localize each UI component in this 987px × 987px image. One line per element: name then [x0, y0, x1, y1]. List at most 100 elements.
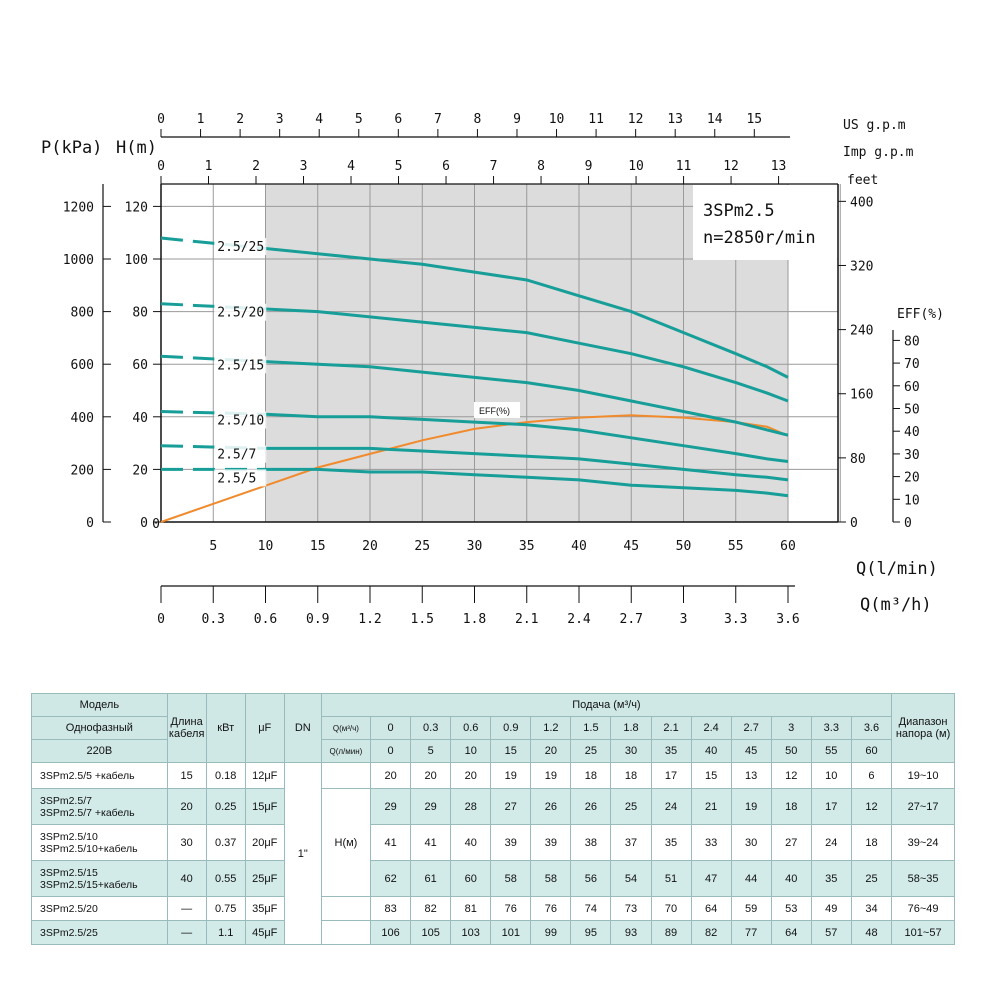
h-tick-label: 60: [132, 358, 148, 373]
lmin-tick-label: 10: [258, 539, 274, 554]
performance-table: Модель Длина кабеля кВт μF DN Подача (м³…: [31, 693, 955, 945]
head-value-cell: 81: [450, 896, 492, 921]
curve-label-bg: [214, 411, 267, 429]
eff-tick-label: 50: [904, 403, 920, 418]
imp-tick-label: 11: [676, 159, 692, 174]
imp-tick-label: 9: [585, 159, 593, 174]
pump-curve: [265, 247, 789, 379]
pump-performance-chart: 020406080100120020040060080010001200P(kP…: [41, 112, 944, 627]
head-value-cell: 33: [690, 824, 732, 861]
head-value-cell: 40: [770, 860, 812, 897]
dn-header: DN: [283, 693, 322, 763]
head-value-cell: 41: [370, 824, 412, 861]
flow-lmin-cell: 5: [410, 739, 452, 763]
eff-tick-label: 70: [904, 357, 920, 372]
imp-tick-label: 10: [628, 159, 644, 174]
lmin-tick-label: 50: [676, 539, 692, 554]
head-value-cell: 26: [530, 788, 572, 825]
head-value-cell: 24: [810, 824, 852, 861]
head-value-cell: 70: [650, 896, 692, 921]
p-tick-label: 800: [71, 306, 94, 321]
curve-label: 2.5/15: [217, 358, 264, 373]
flow-lmin-cell: 20: [530, 739, 572, 763]
feet-tick-label: 320: [850, 259, 873, 274]
cable-cell: 30: [166, 824, 207, 861]
m3h-tick-label: 0.3: [202, 612, 225, 627]
pump-curve-dashed: [160, 302, 266, 311]
chart-title: 3SPm2.5: [703, 201, 775, 221]
head-value-cell: 25: [610, 788, 652, 825]
kw-cell: 0.75: [205, 896, 246, 921]
feet-tick-label: 400: [850, 195, 873, 210]
head-value-cell: 29: [410, 788, 452, 825]
flow-m3h-cell: 0.9: [490, 716, 532, 740]
head-value-cell: 93: [610, 920, 652, 945]
model-cell: 3SPm2.5/7 3SPm2.5/7 +кабель: [31, 788, 168, 825]
m3h-tick-label: 3: [680, 612, 688, 627]
h-label-cell: H(м): [320, 788, 372, 897]
h-tick-label: 100: [125, 253, 148, 268]
head-value-cell: 25: [850, 860, 893, 897]
dn-cell: 1": [283, 762, 322, 945]
head-value-cell: 77: [730, 920, 772, 945]
flow-lmin-cell: 35: [650, 739, 692, 763]
us-tick-label: 1: [197, 112, 205, 127]
head-value-cell: 60: [450, 860, 492, 897]
flow-m3h-cell: 2.1: [650, 716, 692, 740]
curve-label-bg: [214, 237, 267, 255]
head-value-cell: 38: [570, 824, 612, 861]
model-header: Модель: [31, 693, 168, 717]
pump-curve: [265, 467, 789, 498]
eff-tick-label: 40: [904, 425, 920, 440]
imp-tick-label: 12: [723, 159, 739, 174]
table-row: 3SPm2.5/7 3SPm2.5/7 +кабель 20 0.25 15μF H(м)…: [31, 788, 955, 897]
flow-m3h-cell: 1.8: [610, 716, 652, 740]
pump-curve-dashed: [160, 236, 266, 250]
kw-cell: 1.1: [205, 920, 246, 945]
us-tick-label: 7: [434, 112, 442, 127]
table-row: 3SPm2.5/20—0.75 35μF 83 82 81 76 76 74 73 70 64 59 5…: [31, 896, 955, 921]
uf-cell: 45μF: [244, 920, 285, 945]
lmin-tick-label: 5: [209, 539, 217, 554]
curve-label: 2.5/7: [217, 448, 256, 463]
us-tick-label: 9: [513, 112, 521, 127]
kw-cell: 0.55: [205, 860, 246, 897]
us-tick-label: 0: [157, 112, 165, 127]
model-cell: 3SPm2.5/20: [31, 896, 168, 921]
uf-cell: 15μF: [244, 788, 285, 825]
lmin-tick-label: 25: [414, 539, 430, 554]
pump-curve: [265, 360, 789, 437]
eff-tick-label: 30: [904, 448, 920, 463]
imp-tick-label: 13: [771, 159, 787, 174]
head-value-cell: 18: [770, 788, 812, 825]
range-header: Диапазон напора (м): [891, 693, 955, 763]
title-box: [693, 185, 837, 260]
flow-lmin-cell: 10: [450, 739, 492, 763]
chart-subtitle: n=2850r/min: [703, 228, 816, 248]
eff-tick-label: 0: [904, 516, 912, 531]
h-label-cell: [320, 762, 372, 789]
us-tick-label: 10: [549, 112, 565, 127]
us-tick-label: 3: [276, 112, 284, 127]
head-value-cell: 64: [690, 896, 732, 921]
us-tick-label: 2: [236, 112, 244, 127]
p-tick-label: 400: [71, 411, 94, 426]
head-value-cell: 21: [690, 788, 732, 825]
flow-lmin-cell: 60: [850, 739, 893, 763]
head-value-cell: 27: [490, 788, 532, 825]
head-value-cell: 99: [530, 920, 572, 945]
eff-tick-label: 10: [904, 493, 920, 508]
head-value-cell: 20: [410, 762, 452, 789]
head-value-cell: 29: [370, 788, 412, 825]
m3h-tick-label: 0.6: [254, 612, 277, 627]
model-cell: 3SPm2.5/5 +кабель: [31, 762, 168, 789]
us-tick-label: 15: [746, 112, 762, 127]
head-value-cell: 103: [450, 920, 492, 945]
flow-m3h-cell: 1.2: [530, 716, 572, 740]
head-value-cell: 105: [410, 920, 452, 945]
head-value-cell: 18: [570, 762, 612, 789]
lmin-tick-label: 40: [571, 539, 587, 554]
head-value-cell: 82: [410, 896, 452, 921]
imp-tick-label: 2: [252, 159, 260, 174]
head-value-cell: 27: [770, 824, 812, 861]
